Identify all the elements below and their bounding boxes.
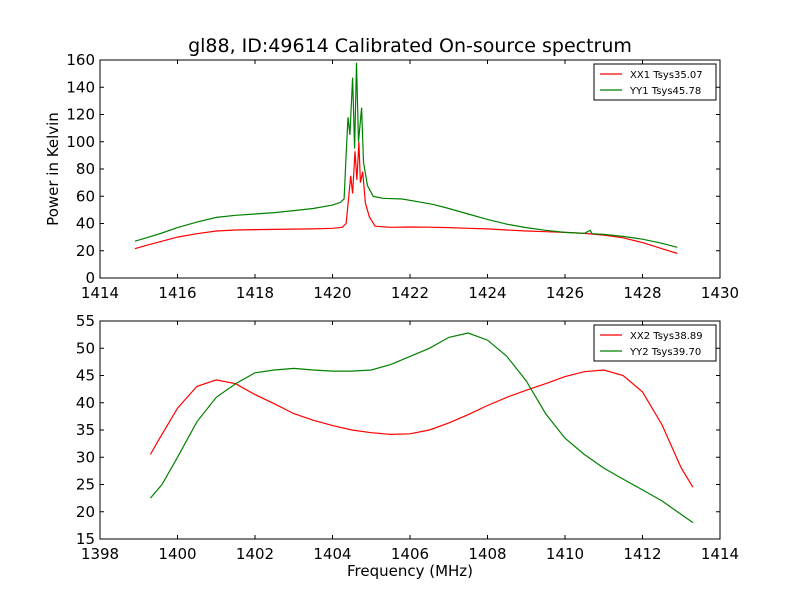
bottom-x-tick-label: 1414	[701, 545, 739, 563]
top-x-tick-label: 1416	[158, 284, 196, 302]
bottom-x-tick-label: 1400	[158, 545, 196, 563]
bottom-x-tick-label: 1410	[546, 545, 584, 563]
bottom-y-tick-label: 45	[76, 367, 95, 385]
top-series-line-2	[134, 62, 678, 248]
top-x-tick-label: 1424	[468, 284, 506, 302]
top-y-tick-label: 100	[66, 133, 95, 151]
bottom-x-tick-label: 1404	[313, 545, 351, 563]
bottom-x-tick-label: 1412	[623, 545, 661, 563]
bottom-y-tick-label: 40	[76, 394, 95, 412]
bottom-x-tick-label: 1408	[468, 545, 506, 563]
bottom-panel: 1398 1400 1402 1404 1406 1408 1410 1412 1414 15 20…	[76, 312, 739, 580]
bottom-legend: XX2 Tsys38.89 YY2 Tsys39.70	[593, 324, 717, 362]
top-x-tick-label: 1430	[701, 284, 739, 302]
bottom-x-tick-label: 1406	[391, 545, 429, 563]
top-panel: 1414 1416 1418 1420 1422 1424 1426 1428 1430 0 20 4…	[44, 35, 739, 302]
top-x-tick-label: 1422	[391, 284, 429, 302]
y-axis-title: Power in Kelvin	[44, 112, 62, 226]
bottom-y-tick-label: 50	[76, 339, 95, 357]
top-y-tick-label: 0	[85, 269, 95, 287]
top-x-tick-label: 1426	[546, 284, 584, 302]
bottom-x-tick-label: 1398	[81, 545, 119, 563]
top-y-tick-label: 160	[66, 51, 95, 69]
top-y-tick-label: 140	[66, 78, 95, 96]
top-legend-label-2: YY1 Tsys45.78	[629, 86, 701, 97]
top-y-tick-label: 20	[76, 242, 95, 260]
bottom-y-tick-label: 20	[76, 503, 95, 521]
bottom-x-tick-label: 1402	[236, 545, 274, 563]
top-y-tick-label: 120	[66, 106, 95, 124]
chart-title: gl88, ID:49614 Calibrated On-source spec…	[188, 35, 632, 57]
top-x-tick-label: 1428	[623, 284, 661, 302]
bottom-y-tick-label: 15	[76, 530, 95, 548]
bottom-y-tick-label: 35	[76, 421, 95, 439]
top-legend: XX1 Tsys35.07 YY1 Tsys45.78	[593, 63, 717, 101]
top-series-line-1	[134, 141, 678, 255]
top-x-tick-label: 1414	[81, 284, 119, 302]
top-y-tick-label: 40	[76, 215, 95, 233]
top-x-tick-label: 1420	[313, 284, 351, 302]
top-y-tick-label: 60	[76, 187, 95, 205]
top-legend-box	[593, 63, 717, 101]
bottom-series-line-2	[149, 332, 694, 524]
top-x-tick-label: 1418	[236, 284, 274, 302]
bottom-y-tick-label: 30	[76, 448, 95, 466]
bottom-legend-label-2: YY2 Tsys39.70	[629, 347, 701, 358]
bottom-series-line-1	[149, 369, 694, 488]
bottom-y-tick-label: 25	[76, 476, 95, 494]
bottom-y-tick-label: 55	[76, 312, 95, 330]
x-axis-title: Frequency (MHz)	[347, 562, 473, 580]
top-y-tick-label: 80	[76, 160, 95, 178]
bottom-legend-label-1: XX2 Tsys38.89	[630, 331, 703, 342]
top-legend-label-1: XX1 Tsys35.07	[630, 70, 703, 81]
bottom-legend-box	[593, 324, 717, 362]
